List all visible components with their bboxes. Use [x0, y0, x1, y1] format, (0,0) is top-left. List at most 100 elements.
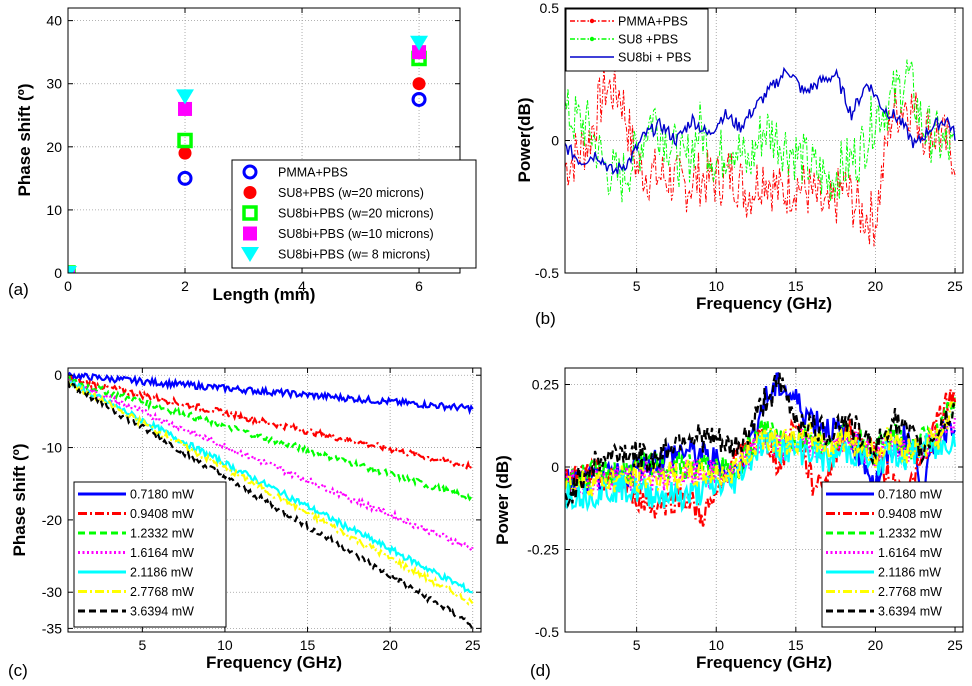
legend-label: 3.6394 mW — [130, 605, 194, 619]
y-tick-label: 30 — [46, 76, 62, 92]
legend-marker — [242, 164, 258, 180]
x-tick-label: 15 — [788, 637, 804, 653]
axes-box — [67, 367, 482, 633]
data-point — [68, 266, 77, 273]
x-tick-label: 15 — [788, 278, 804, 294]
panel-label: (c) — [8, 661, 28, 680]
x-tick-label: 2 — [181, 278, 189, 294]
x-tick-label: 25 — [947, 637, 963, 653]
legend-label: SU8bi+PBS (w=20 microns) — [278, 207, 434, 221]
x-tick-label: 5 — [138, 637, 146, 653]
x-axis-label: Frequency (GHz) — [696, 294, 832, 313]
legend-label: 3.6394 mW — [878, 605, 942, 619]
plot-series-group — [565, 372, 957, 527]
legend-label: 2.7768 mW — [130, 585, 194, 599]
legend-label: SU8 +PBS — [618, 33, 678, 47]
panel-a: 0 2 4 6 0 10 20 30 40 Length (mm) Phase shift (º) (… — [8, 7, 477, 304]
legend-label: PMMA+PBS — [278, 166, 348, 180]
legend-label: 0.9408 mW — [130, 507, 194, 521]
legend-marker — [589, 18, 595, 24]
legend-marker — [243, 186, 257, 199]
series-line — [565, 62, 956, 247]
data-point — [178, 146, 192, 160]
series-line — [565, 66, 956, 176]
data-point — [176, 89, 195, 105]
y-tick-label: 0 — [54, 265, 62, 281]
y-tick-label: 0 — [551, 133, 559, 149]
x-tick-label: 25 — [947, 278, 963, 294]
x-tick-label: 0 — [64, 278, 72, 294]
y-tick-label: 10 — [46, 202, 62, 218]
legend: PMMA+PBS SU8+PBS (w=20 microns) SU8bi+PBS … — [231, 159, 477, 269]
y-tick-label: 0.25 — [532, 377, 559, 393]
legend-label: 1.6164 mW — [878, 546, 942, 560]
legend-box — [73, 481, 227, 628]
x-tick-label: 15 — [300, 637, 316, 653]
x-axis-label: Frequency (GHz) — [206, 653, 342, 672]
legend-box — [821, 481, 964, 628]
series-line — [565, 59, 956, 203]
panel-b: 5 10 15 20 25 -0.5 0 0.5 Frequency (GHz) Power(dB… — [515, 0, 964, 328]
legend-box — [565, 8, 709, 72]
x-axis-label: Frequency (GHz) — [696, 653, 832, 672]
data-point — [412, 45, 427, 60]
series-line — [68, 378, 474, 553]
panel-c: 5 10 15 20 25 0 -10 -20 -30 -35 Frequency (GHz) Pha… — [8, 367, 482, 680]
data-point — [412, 77, 426, 91]
y-axis-label: Phase shift (º) — [15, 84, 34, 197]
series-line — [565, 401, 956, 497]
y-tick-label: -0.25 — [527, 542, 559, 558]
legend-label: SU8bi+PBS (w=10 microns) — [278, 227, 434, 241]
data-point — [177, 170, 193, 186]
data-point — [411, 91, 427, 107]
axes-box — [67, 7, 461, 274]
legend-label: SU8bi + PBS — [618, 51, 691, 65]
x-tick-label: 4 — [298, 278, 306, 294]
y-axis-label: Phase shift (º) — [10, 444, 29, 557]
y-tick-label: 0.5 — [540, 0, 560, 16]
x-tick-label: 10 — [708, 637, 724, 653]
x-tick-label: 20 — [382, 637, 398, 653]
legend-marker — [241, 247, 259, 262]
legend-label: 0.7180 mW — [130, 488, 194, 502]
x-tick-label: 10 — [217, 637, 233, 653]
series-line — [68, 371, 474, 416]
y-axis-label: Power(dB) — [515, 98, 534, 183]
series-line — [68, 379, 474, 606]
y-tick-label: -0.5 — [535, 265, 559, 281]
legend-label: SU8bi+PBS (w= 8 microns) — [278, 248, 430, 262]
y-tick-label: 20 — [46, 139, 62, 155]
panel-d: 5 10 15 20 25 0.25 0 -0.25 -0.5 Frequency (GHz) Po… — [493, 367, 964, 680]
series-line — [565, 372, 957, 509]
series-line — [68, 380, 473, 594]
legend-label: 2.1186 mW — [878, 566, 941, 580]
y-tick-label: -30 — [42, 584, 62, 600]
data-point — [178, 101, 193, 116]
y-tick-label: -35 — [42, 620, 62, 636]
x-tick-label: 20 — [868, 637, 884, 653]
data-point — [177, 132, 193, 149]
legend-label: SU8+PBS (w=20 microns) — [278, 186, 424, 200]
panel-label: (b) — [535, 309, 556, 328]
legend-marker — [589, 36, 595, 42]
legend-label: 1.2332 mW — [878, 527, 942, 541]
legend-label: PMMA+PBS — [618, 15, 688, 29]
legend-marker — [243, 226, 257, 241]
legend-label: 1.6164 mW — [130, 546, 194, 560]
plot-series-group — [68, 371, 474, 630]
y-tick-label: -0.5 — [535, 624, 559, 640]
legend-label: 0.9408 mW — [878, 507, 942, 521]
plot-series-group — [565, 59, 956, 247]
data-point — [410, 35, 429, 51]
legend-label: 2.1186 mW — [130, 566, 193, 580]
legend-label: 2.7768 mW — [878, 585, 942, 599]
panel-label: (d) — [530, 661, 551, 680]
legend-label: 1.2332 mW — [130, 527, 194, 541]
x-tick-label: 10 — [708, 278, 724, 294]
x-tick-label: 6 — [415, 278, 423, 294]
legend-marker — [242, 205, 258, 221]
x-tick-label: 5 — [633, 637, 641, 653]
y-tick-label: 0 — [551, 459, 559, 475]
plot-series-group — [68, 35, 429, 273]
x-axis-label: Length (mm) — [213, 285, 316, 304]
